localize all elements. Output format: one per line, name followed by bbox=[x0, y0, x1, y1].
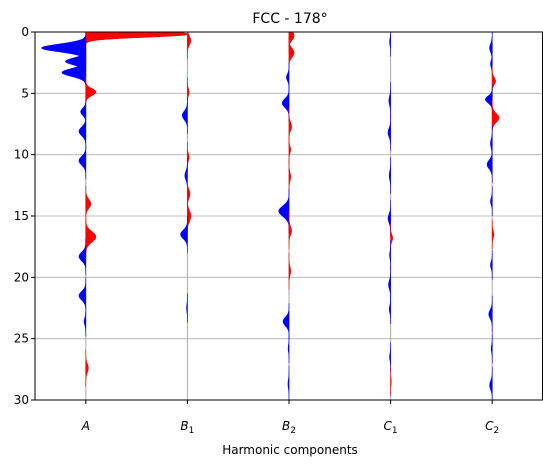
x-tick-label-A: A bbox=[81, 419, 90, 433]
lobe-C2-6 bbox=[486, 146, 493, 183]
lobe-B2-3 bbox=[281, 84, 290, 122]
lobe-A-11 bbox=[78, 277, 87, 315]
lobe-A-10 bbox=[78, 238, 87, 275]
lobe-C2-2 bbox=[491, 66, 496, 96]
lobe-C1-2 bbox=[387, 114, 391, 151]
lobe-C2-4 bbox=[491, 99, 500, 137]
lobe-C2-9 bbox=[490, 250, 493, 280]
lobe-B2-9 bbox=[288, 252, 292, 290]
lobe-B1-2 bbox=[181, 97, 188, 134]
lobe-C1-7 bbox=[388, 266, 391, 304]
x-tick-label-B2: B2 bbox=[282, 419, 296, 436]
lobe-C1-5 bbox=[390, 223, 393, 253]
lobe-A-8 bbox=[85, 185, 92, 223]
y-tick-label-5: 25 bbox=[14, 332, 29, 346]
x-tick-label-C1: C1 bbox=[384, 419, 398, 436]
lobe-C2-12 bbox=[489, 366, 493, 401]
x-tick-label-C2: C2 bbox=[485, 419, 499, 436]
y-tick-label-1: 5 bbox=[21, 86, 29, 100]
lobe-C1-10 bbox=[390, 366, 392, 397]
lobe-A-12 bbox=[83, 306, 87, 337]
lobe-A-13 bbox=[85, 349, 89, 387]
y-tick-label-2: 10 bbox=[14, 148, 29, 162]
chart-title: FCC - 178° bbox=[252, 11, 327, 27]
y-axis-ticks: 0 5 10 15 20 25 30 bbox=[14, 25, 35, 407]
lobe-B2-8 bbox=[288, 212, 292, 250]
lobe-A-4 bbox=[85, 77, 97, 107]
lobe-C2-7 bbox=[490, 186, 493, 216]
y-tick-label-4: 20 bbox=[14, 270, 29, 284]
lobe-A-9 bbox=[85, 214, 97, 259]
lobe-A-7 bbox=[78, 142, 87, 180]
y-tick-label-0: 0 bbox=[21, 25, 29, 39]
lobe-B2-12 bbox=[287, 365, 290, 400]
x-axis-ticks: A B1 B2 C1 C2 bbox=[81, 400, 499, 436]
lobe-B1-7 bbox=[180, 216, 188, 253]
lobe-B1-0 bbox=[187, 31, 192, 59]
harmonic-areas bbox=[41, 31, 500, 401]
lobe-B1-8 bbox=[186, 293, 188, 323]
lobe-C1-0 bbox=[389, 31, 391, 57]
y-tick-label-3: 15 bbox=[14, 209, 29, 223]
y-tick-label-6: 30 bbox=[14, 393, 29, 407]
lobe-C1-3 bbox=[388, 157, 391, 194]
lobe-C1-1 bbox=[388, 82, 391, 120]
lobe-C2-11 bbox=[490, 333, 493, 364]
lobe-C1-6 bbox=[389, 240, 391, 270]
lobe-B2-7 bbox=[278, 189, 290, 234]
lobe-B2-11 bbox=[287, 333, 290, 364]
lobe-C2-10 bbox=[488, 295, 493, 333]
x-tick-label-B1: B1 bbox=[180, 419, 194, 436]
lobe-A-3 bbox=[61, 55, 87, 90]
lobe-B2-10 bbox=[282, 303, 290, 340]
lobe-A-0 bbox=[85, 31, 189, 61]
lobe-C2-8 bbox=[491, 219, 495, 250]
x-axis-label: Harmonic components bbox=[222, 443, 358, 457]
lobe-C2-3 bbox=[485, 84, 493, 115]
lobe-C1-8 bbox=[388, 294, 391, 324]
